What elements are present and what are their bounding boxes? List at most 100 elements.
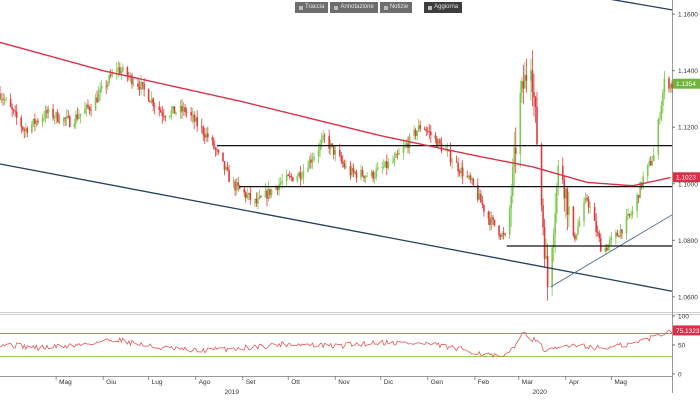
candle-223 xyxy=(470,174,473,185)
candle-body xyxy=(595,220,597,232)
candle-40 xyxy=(84,101,86,114)
candle-244 xyxy=(514,127,517,174)
candle-body xyxy=(657,119,660,155)
candle-body xyxy=(141,82,144,84)
candle-body xyxy=(35,120,38,124)
candle-body xyxy=(14,110,16,112)
candle-body xyxy=(15,111,18,118)
candle-162 xyxy=(342,155,344,168)
chart-toolbar: Traccia Annotazione Notizie Aggiorna xyxy=(295,2,463,13)
candle-57 xyxy=(119,62,121,75)
candle-123 xyxy=(258,189,261,200)
candle-78 xyxy=(163,108,165,121)
candle-body xyxy=(609,240,611,245)
candle-body xyxy=(363,175,365,179)
candle-body xyxy=(56,112,59,122)
candle-305 xyxy=(646,164,649,183)
candle-body xyxy=(21,126,24,130)
candle-82 xyxy=(172,105,174,114)
refresh-button[interactable]: Aggiorna xyxy=(424,2,463,13)
candle-body xyxy=(662,92,664,106)
candle-body xyxy=(583,202,585,222)
candle-270 xyxy=(572,206,575,238)
candle-216 xyxy=(457,157,459,178)
candle-body xyxy=(521,81,523,93)
candle-28 xyxy=(56,109,59,123)
candle-136 xyxy=(287,173,290,177)
candle-158 xyxy=(332,145,335,160)
candle-body xyxy=(533,91,535,97)
candle-body xyxy=(381,167,384,169)
candle-body xyxy=(164,116,167,118)
candle-body xyxy=(244,192,247,198)
candle-59 xyxy=(122,63,124,73)
candle-108 xyxy=(226,161,229,172)
candle-body xyxy=(589,207,591,208)
candle-291 xyxy=(616,229,619,237)
candle-body xyxy=(502,232,505,235)
candle-69 xyxy=(143,77,145,97)
news-button[interactable]: Notizie xyxy=(379,2,413,13)
candle-body xyxy=(561,165,564,181)
candle-body xyxy=(137,83,139,87)
candle-300 xyxy=(636,192,638,218)
candle-6 xyxy=(11,103,13,117)
candle-body xyxy=(302,171,305,178)
candle-body xyxy=(466,176,469,178)
candle-208 xyxy=(439,137,441,146)
candle-body xyxy=(376,167,379,170)
candle-278 xyxy=(587,195,590,214)
candle-214 xyxy=(451,157,453,170)
candle-body xyxy=(181,106,183,112)
candle-109 xyxy=(228,164,230,183)
candle-body xyxy=(24,128,27,131)
candle-body xyxy=(67,116,70,117)
candle-269 xyxy=(568,192,570,228)
x-tick-label-11: Apr xyxy=(569,379,580,386)
candle-body xyxy=(64,117,67,119)
candle-body xyxy=(132,83,135,85)
candle-body xyxy=(574,235,576,240)
candle-29 xyxy=(58,113,60,125)
candle-243 xyxy=(513,132,516,187)
candle-8 xyxy=(14,105,16,117)
candle-body xyxy=(343,163,346,168)
candle-306 xyxy=(648,157,651,168)
candle-body xyxy=(439,139,441,144)
candle-310 xyxy=(657,117,660,160)
candle-body xyxy=(276,186,279,191)
candle-body xyxy=(493,219,496,226)
candle-body xyxy=(179,106,182,113)
candle-151 xyxy=(319,139,321,158)
candle-body xyxy=(487,211,490,219)
draw-button[interactable]: Traccia xyxy=(295,2,329,13)
candle-body xyxy=(0,93,1,99)
candle-body xyxy=(536,106,538,145)
candle-body xyxy=(158,106,161,111)
candle-body xyxy=(557,165,560,187)
rsi-y-tick-label-1: 50 xyxy=(678,343,686,350)
candle-body xyxy=(108,75,111,83)
candle-body xyxy=(301,177,303,179)
candle-body xyxy=(511,167,514,196)
candle-body xyxy=(425,129,428,132)
candle-142 xyxy=(299,165,302,186)
candle-body xyxy=(79,113,82,117)
candle-body xyxy=(32,118,35,125)
annotation-button[interactable]: Annotazione xyxy=(330,2,378,13)
candle-71 xyxy=(149,100,151,103)
candle-46 xyxy=(96,90,98,104)
candle-230 xyxy=(487,210,490,226)
candle-141 xyxy=(298,171,300,177)
candle-body xyxy=(3,99,6,101)
candle-body xyxy=(111,72,114,76)
candle-body xyxy=(639,182,641,199)
candle-body xyxy=(193,114,195,122)
candle-body xyxy=(451,161,453,163)
candle-154 xyxy=(323,133,326,144)
candle-body xyxy=(340,155,343,162)
candle-body xyxy=(205,133,208,138)
candle-body xyxy=(436,138,438,147)
candle-body xyxy=(257,198,259,204)
candle-27 xyxy=(55,111,57,125)
